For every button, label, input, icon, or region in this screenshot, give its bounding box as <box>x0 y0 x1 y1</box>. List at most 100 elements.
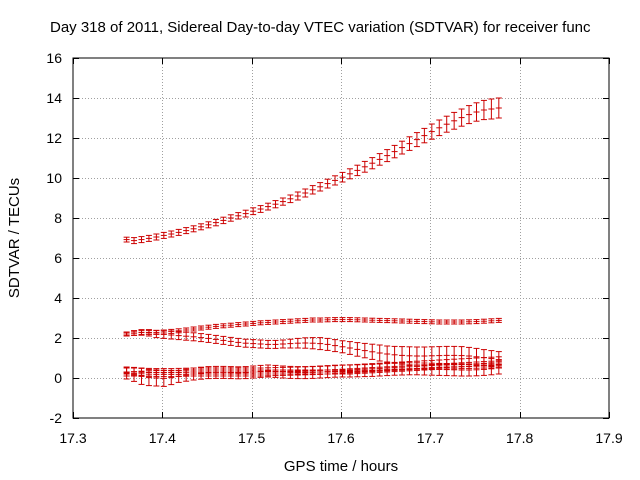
data-point <box>205 333 212 343</box>
series-sat-1 <box>123 97 502 245</box>
data-point <box>279 319 286 325</box>
data-point <box>190 332 197 342</box>
data-point <box>369 317 376 323</box>
data-point <box>376 153 383 166</box>
data-point <box>332 369 339 375</box>
data-point <box>227 336 234 346</box>
data-point <box>212 369 219 375</box>
data-point <box>131 330 138 336</box>
data-point <box>480 99 487 121</box>
data-point <box>242 321 249 327</box>
data-point <box>376 344 383 362</box>
data-point <box>183 227 190 235</box>
data-point <box>205 324 212 330</box>
data-point <box>384 367 391 373</box>
data-point <box>242 369 249 375</box>
data-point <box>495 97 502 119</box>
y-tick-label: 2 <box>54 330 62 346</box>
data-point <box>466 319 473 325</box>
data-point <box>369 343 376 360</box>
data-point <box>443 115 450 133</box>
data-point <box>235 322 242 328</box>
data-point <box>458 364 465 370</box>
data-point <box>265 369 272 375</box>
data-point <box>346 168 353 180</box>
data-point <box>339 317 346 323</box>
data-point <box>473 363 480 369</box>
data-point <box>428 319 435 325</box>
data-point <box>198 369 205 375</box>
data-point <box>287 369 294 375</box>
data-point <box>145 234 152 242</box>
y-tick-label: 14 <box>46 90 62 106</box>
data-point <box>354 164 361 177</box>
data-point <box>317 182 324 192</box>
data-point <box>220 216 227 225</box>
data-point <box>436 119 443 137</box>
data-point <box>317 369 324 375</box>
data-point <box>451 319 458 325</box>
data-point <box>205 369 212 375</box>
data-point <box>294 337 301 349</box>
x-tick-label: 17.5 <box>238 430 265 446</box>
data-point <box>168 369 175 375</box>
x-tick-label: 17.7 <box>417 430 444 446</box>
data-point <box>391 367 398 373</box>
data-point <box>443 319 450 325</box>
data-point <box>175 331 182 341</box>
data-point <box>212 334 219 344</box>
data-point <box>339 171 346 183</box>
data-point <box>287 318 294 324</box>
data-point <box>376 367 383 373</box>
data-point <box>205 221 212 229</box>
data-point <box>317 337 324 351</box>
data-point <box>473 319 480 325</box>
data-point <box>265 339 272 349</box>
data-point <box>406 318 413 324</box>
data-point <box>309 317 316 323</box>
data-point <box>123 331 130 337</box>
data-point <box>480 363 487 369</box>
y-tick-label: 12 <box>46 130 62 146</box>
x-tick-label: 17.8 <box>506 430 533 446</box>
data-point <box>399 140 406 155</box>
data-point <box>488 318 495 324</box>
data-point <box>361 160 368 173</box>
chart-title: Day 318 of 2011, Sidereal Day-to-day VTE… <box>50 19 591 36</box>
data-point <box>324 337 331 351</box>
y-tick-label: 0 <box>54 370 62 386</box>
x-tick-label: 17.9 <box>595 430 622 446</box>
data-point <box>235 337 242 347</box>
data-point <box>369 157 376 170</box>
data-point <box>317 317 324 323</box>
data-point <box>406 136 413 151</box>
data-point <box>131 371 138 377</box>
data-point <box>265 202 272 211</box>
data-point <box>391 144 398 159</box>
data-point <box>309 185 316 195</box>
data-point <box>153 329 160 339</box>
data-point <box>294 318 301 324</box>
data-point <box>361 342 368 359</box>
data-point <box>458 319 465 325</box>
data-point <box>220 335 227 345</box>
data-point <box>242 338 249 348</box>
data-point <box>384 318 391 324</box>
data-point <box>168 330 175 340</box>
data-point <box>287 194 294 204</box>
data-point <box>250 320 257 326</box>
data-point <box>428 123 435 140</box>
data-point <box>346 341 353 355</box>
data-point <box>235 369 242 375</box>
data-point <box>376 317 383 323</box>
x-tick-label: 17.6 <box>327 430 354 446</box>
data-point <box>220 369 227 375</box>
data-point <box>153 233 160 241</box>
data-point <box>257 205 264 213</box>
data-point <box>473 102 480 122</box>
data-point <box>190 369 197 375</box>
data-point <box>413 365 420 371</box>
data-point <box>384 345 391 363</box>
axes: 17.3 17.4 17.5 17.6 17.7 17.8 17.9 -2 0 2 4 6 8 10 12 1… <box>46 50 622 446</box>
data-point <box>153 370 160 376</box>
